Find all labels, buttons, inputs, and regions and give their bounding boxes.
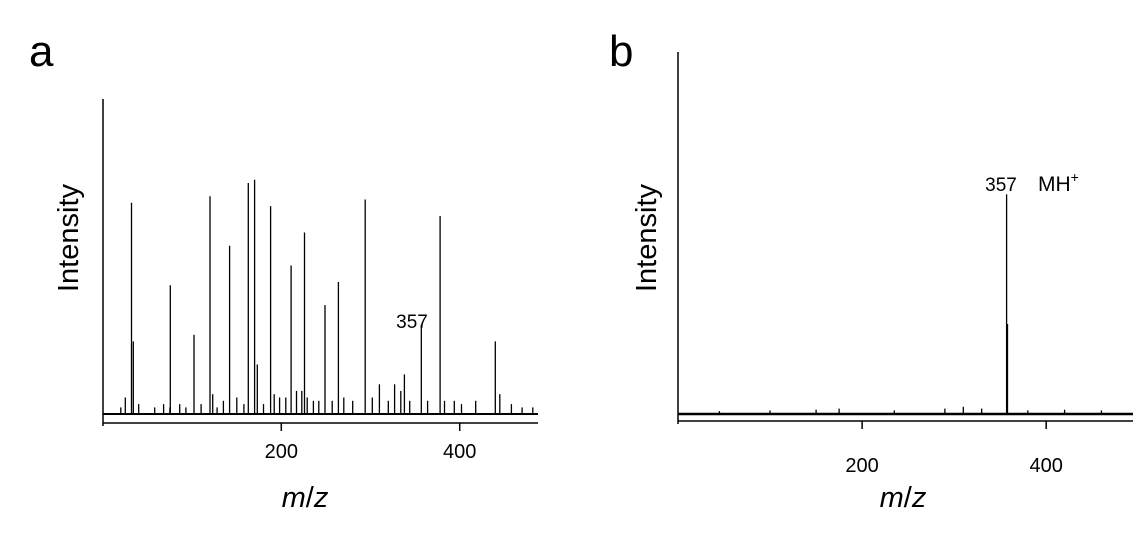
panel-b-peak-label-357: 357	[985, 175, 1017, 196]
panel-b-ion-label-sup: +	[1071, 169, 1079, 185]
panel-b-peaks	[718, 194, 1103, 414]
panel-b-x-tick-label-400: 400	[1030, 455, 1063, 477]
panel-a-x-title-z: z	[313, 482, 329, 514]
panel-a-x-tick-label-400: 400	[443, 441, 476, 463]
panel-b-x-tick-label-200: 200	[845, 455, 878, 477]
panel-a-y-axis-title: Intensity	[53, 184, 85, 292]
panel-b-x-title-z: z	[911, 482, 927, 514]
panel-b-y-axis-title: Intensity	[631, 184, 663, 292]
panel-b-ion-label: MH+	[1038, 169, 1079, 196]
panel-a-ticks: 200 400	[265, 423, 476, 463]
panel-a-x-axis-title: m/z	[282, 482, 329, 514]
panel-a-x-title-sep: /	[306, 482, 315, 514]
panel-a-x-tick-label-200: 200	[265, 441, 298, 463]
panel-b-x-axis-title: m/z	[880, 482, 927, 514]
panel-b-x-title-m: m	[880, 482, 904, 514]
panel-b-x-title-sep: /	[904, 482, 913, 514]
panel-a-letter: a	[29, 27, 54, 76]
panel-a-x-title-m: m	[282, 482, 306, 514]
panel-b-ticks: 200 400	[845, 421, 1063, 477]
panel-a-peak-label-357: 357	[396, 312, 428, 333]
panel-b: b Intensity 200 400 357 MH+ m/z	[609, 27, 1133, 514]
panel-a: a Intensity 200 400 357 m/z	[29, 27, 538, 514]
panel-b-letter: b	[609, 27, 633, 76]
panel-b-ion-label-base: MH	[1038, 173, 1071, 196]
panel-a-peaks	[120, 179, 534, 414]
